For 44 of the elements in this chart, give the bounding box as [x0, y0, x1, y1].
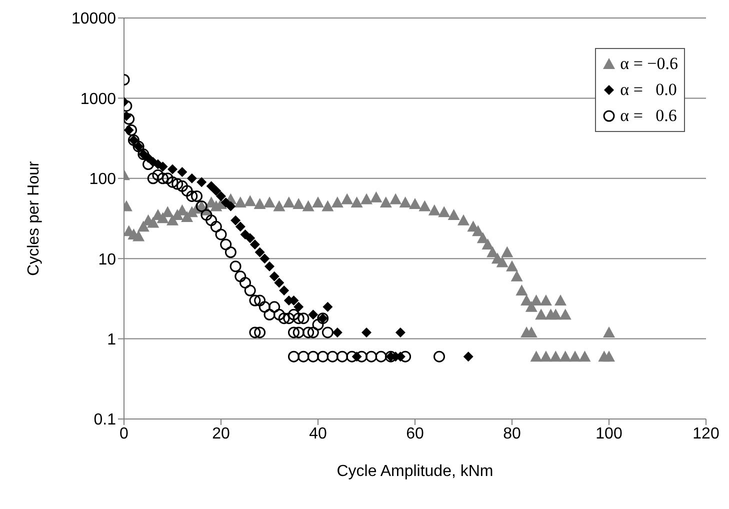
point — [211, 186, 222, 196]
point — [260, 254, 270, 264]
point — [177, 167, 188, 178]
point — [168, 164, 178, 174]
x-tick-label: 120 — [692, 425, 720, 442]
point — [254, 247, 265, 258]
point — [395, 327, 406, 338]
point — [362, 327, 372, 338]
point — [308, 310, 318, 320]
x-tick-label: 60 — [406, 425, 424, 442]
x-tick-label: 40 — [309, 425, 327, 442]
point — [235, 222, 246, 232]
point — [332, 327, 342, 338]
y-tick-label: 1000 — [80, 90, 116, 108]
y-tick-label: 100 — [89, 171, 116, 188]
point — [279, 286, 290, 296]
point — [269, 271, 280, 282]
y-tick-label: 0.1 — [94, 412, 116, 429]
point — [250, 239, 260, 250]
point — [294, 302, 304, 312]
point — [230, 215, 241, 226]
legend-label: α = 0.0 — [620, 80, 677, 100]
point — [463, 352, 474, 362]
y-tick-label: 1 — [107, 331, 116, 348]
point — [196, 177, 207, 188]
y-tick-label: 10000 — [72, 10, 116, 28]
x-tick-label: 80 — [503, 425, 521, 442]
legend-label: α = 0.6 — [620, 106, 677, 126]
point — [274, 278, 284, 288]
point — [226, 201, 236, 212]
point — [322, 302, 333, 312]
point — [206, 181, 216, 192]
point — [186, 173, 197, 184]
y-axis-title: Cycles per Hour — [26, 160, 43, 276]
x-tick-label: 100 — [596, 425, 622, 442]
x-tick-label: 20 — [212, 425, 230, 442]
point — [245, 233, 256, 244]
point — [158, 162, 168, 172]
point — [216, 191, 226, 202]
legend-label: α = −0.6 — [620, 54, 678, 74]
x-tick-label: 0 — [120, 425, 129, 442]
x-axis-title: Cycle Amplitude, kNm — [336, 463, 494, 480]
point — [264, 261, 274, 272]
y-tick-label: 10 — [98, 251, 116, 268]
